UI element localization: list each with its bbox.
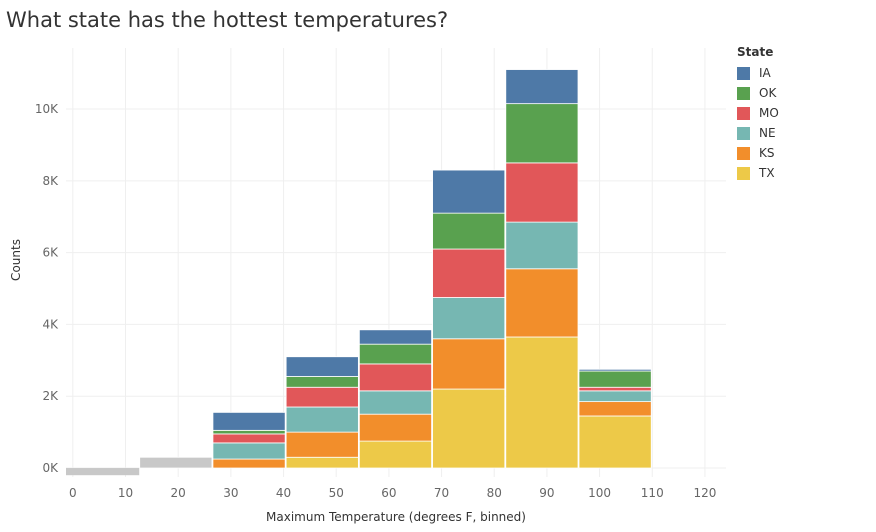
bar-segment-ne [285,406,359,433]
legend-label: OK [759,86,777,100]
legend-item-tx[interactable]: TX [737,163,779,183]
bar-segment-ok [212,429,286,435]
x-tick-label: 30 [223,486,238,500]
bars [66,69,652,476]
bar-segment-ne [432,297,506,340]
bar-segment-mo [432,248,506,298]
legend: State IA OK MO NE KS TX [737,45,779,183]
legend-label: KS [759,146,775,160]
legend-item-ne[interactable]: NE [737,123,779,143]
bar-segment-tx [578,415,652,469]
y-tick-label: 4K [42,317,59,331]
bar-segment-ok [505,103,579,164]
legend-item-ok[interactable]: OK [737,83,779,103]
bar-segment-tx [505,336,579,469]
legend-swatch [737,106,750,120]
bar-segment-ne [212,442,286,460]
legend-label: NE [759,126,776,140]
bar-segment-ks [578,401,652,417]
bar-segment-tx [358,440,432,469]
bar-segment-ks [432,338,506,390]
legend-swatch [737,146,750,160]
x-tick-label: 40 [276,486,291,500]
bar-segment-ks [212,458,286,469]
bar-segment-ne [505,221,579,270]
bar-segment-ks [285,431,359,458]
bar-segment-ok [578,370,652,388]
bar-segment-mo [212,433,286,444]
x-axis-title: Maximum Temperature (degrees F, binned) [266,510,526,524]
bar-segment-ia [578,368,652,372]
x-tick-label: 60 [381,486,396,500]
y-axis-title: Counts [9,239,23,281]
y-tick-label: 8K [42,174,59,188]
legend-item-mo[interactable]: MO [737,103,779,123]
bar-segment-ok [358,343,432,365]
tick-labels: 0 10 20 30 40 50 60 70 80 90 100 110 120 0K 2K 4K 6K 8K 10… [35,102,717,500]
legend-swatch [737,66,750,80]
legend-title: State [737,45,774,59]
bar-segment-ks [505,268,579,338]
y-tick-label: 2K [42,389,59,403]
x-tick-label: 20 [171,486,186,500]
bar-segment-ia [432,169,506,214]
bar-segment-mo [505,162,579,223]
bar-segment-ia [212,411,286,431]
chart-title: What state has the hottest temperatures? [6,8,449,32]
x-tick-label: 50 [329,486,344,500]
x-tick-label: 100 [588,486,611,500]
legend-label: MO [759,106,779,120]
x-tick-label: 80 [487,486,502,500]
bar-segment-ia [505,69,579,105]
legend-swatch [737,86,750,100]
bar-segment-ne [578,390,652,403]
legend-swatch [737,126,750,140]
legend-item-ks[interactable]: KS [737,143,779,163]
y-tick-label: 10K [35,102,59,116]
bar-segment-mo [358,363,432,392]
bar-segment-ok [285,376,359,388]
x-tick-label: 70 [434,486,449,500]
x-tick-label: 0 [69,486,77,500]
bar-segment-other [139,456,213,469]
y-tick-label: 0K [42,461,59,475]
bar-segment-tx [285,456,359,469]
x-tick-label: 110 [641,486,664,500]
x-tick-label: 90 [539,486,554,500]
y-tick-label: 6K [42,246,59,260]
x-tick-label: 10 [118,486,133,500]
bar-segment-ia [358,329,432,345]
legend-label: IA [759,66,771,80]
bar-segment-ia [285,356,359,377]
legend-items: IA OK MO NE KS TX [737,63,779,183]
legend-item-ia[interactable]: IA [737,63,779,83]
bar-segment-ks [358,413,432,442]
bar-segment-ne [358,390,432,415]
bar-segment-other [66,468,140,476]
bar-segment-tx [432,388,506,469]
x-tick-label: 120 [693,486,716,500]
bar-segment-ok [432,212,506,250]
bar-segment-mo [285,386,359,408]
bar-segment-mo [578,386,652,392]
legend-swatch [737,166,750,180]
legend-label: TX [759,166,775,180]
